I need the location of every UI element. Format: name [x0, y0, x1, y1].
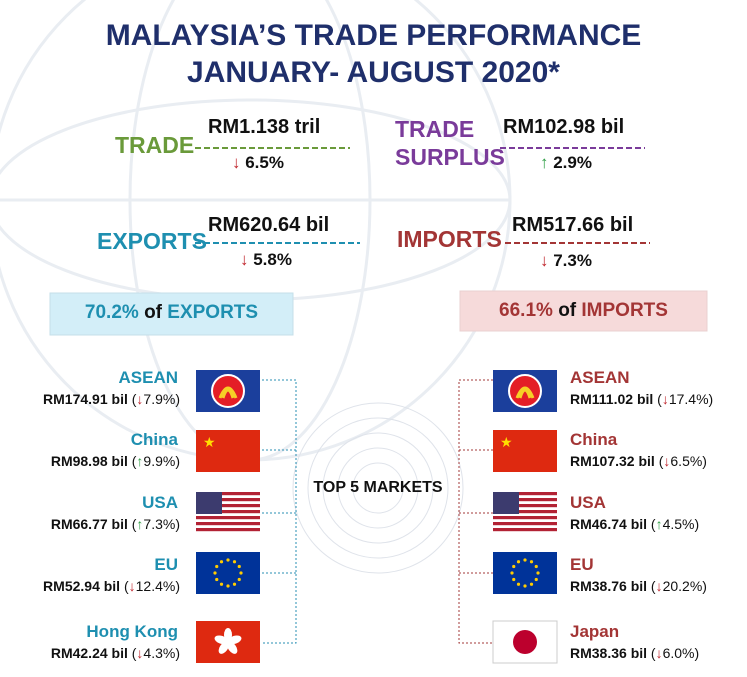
market-name: China	[570, 430, 618, 449]
market-name: ASEAN	[118, 368, 178, 387]
market-value: RM38.36 bil (↓6.0%)	[570, 645, 699, 661]
market-name: Hong Kong	[86, 622, 178, 641]
share-of: of	[558, 300, 577, 321]
market-amount: RM174.91 bil	[43, 391, 128, 407]
market-name: EU	[154, 555, 178, 574]
svg-text:★: ★	[203, 434, 216, 450]
summary-change: ↑ 2.9%	[540, 153, 592, 172]
market-amount: RM38.76 bil	[570, 578, 648, 594]
market-value: RM46.74 bil (↑4.5%)	[570, 516, 699, 532]
share-label: EXPORTS	[167, 302, 259, 323]
market-value: RM42.24 bil (↓4.3%)	[51, 645, 180, 661]
market-amount: RM107.32 bil	[570, 453, 655, 469]
share-box: 66.1% of IMPORTS	[460, 300, 707, 322]
svg-text:★: ★	[500, 434, 513, 450]
title: JANUARY- AUGUST 2020*	[187, 56, 560, 89]
summary-label: IMPORTS	[397, 226, 502, 252]
summary-value: RM102.98 bil	[503, 116, 625, 138]
market-value: RM107.32 bil (↓6.5%)	[570, 453, 707, 469]
market-name: USA	[570, 493, 606, 512]
market-change: (↓6.0%)	[650, 645, 700, 661]
summary-value: RM1.138 tril	[208, 116, 321, 138]
summary-change: ↓ 6.5%	[232, 153, 284, 172]
flag	[196, 370, 260, 412]
flag: ★	[196, 430, 260, 472]
flag: ★	[493, 430, 557, 472]
market-value: RM66.77 bil (↑7.3%)	[51, 516, 180, 532]
market-value: RM111.02 bil (↓17.4%)	[570, 391, 713, 407]
market-amount: RM111.02 bil	[570, 391, 654, 407]
summary-label: TRADE	[395, 116, 475, 142]
market-value: RM38.76 bil (↓20.2%)	[570, 578, 707, 594]
flag	[492, 620, 558, 664]
market-change: (↑9.9%)	[131, 453, 180, 469]
market-change: (↓12.4%)	[123, 578, 180, 594]
title: MALAYSIA’S TRADE PERFORMANCE	[105, 19, 642, 52]
market-name: USA	[142, 493, 178, 512]
market-value: RM52.94 bil (↓12.4%)	[43, 578, 180, 594]
share-box: 70.2% of EXPORTS	[50, 302, 293, 324]
flag	[196, 552, 260, 594]
market-name: China	[130, 430, 178, 449]
market-value: RM98.98 bil (↑9.9%)	[51, 453, 180, 469]
share-of: of	[144, 302, 162, 323]
flag	[196, 621, 260, 663]
center-label: TOP 5 MARKETS	[313, 479, 443, 496]
market-name: ASEAN	[570, 368, 630, 387]
market-change: (↑4.5%)	[650, 516, 700, 532]
market-amount: RM46.74 bil	[570, 516, 648, 532]
flag	[493, 370, 557, 412]
market-change: (↑7.3%)	[131, 516, 180, 532]
flag	[196, 492, 260, 534]
market-value: RM174.91 bil (↓7.9%)	[43, 391, 180, 407]
market-amount: RM42.24 bil	[50, 645, 128, 661]
market-change: (↓4.3%)	[131, 645, 180, 661]
share-share: 66.1%	[499, 300, 553, 321]
market-amount: RM38.36 bil	[570, 645, 648, 661]
summary-label: SURPLUS	[395, 144, 505, 170]
flag	[493, 552, 557, 594]
market-change: (↓17.4%)	[657, 391, 714, 407]
summary-label: TRADE	[115, 132, 195, 158]
market-amount: RM66.77 bil	[50, 516, 128, 532]
market-name: EU	[570, 555, 594, 574]
summary-change: ↓ 7.3%	[540, 251, 592, 270]
market-change: (↓20.2%)	[650, 578, 707, 594]
summary-change: ↓ 5.8%	[240, 250, 292, 269]
flag	[493, 492, 557, 534]
market-change: (↓7.9%)	[131, 391, 180, 407]
share-share: 70.2%	[84, 302, 139, 323]
share-label: IMPORTS	[581, 300, 668, 321]
summary-value: RM517.66 bil	[512, 214, 634, 236]
market-change: (↓6.5%)	[658, 453, 707, 469]
market-amount: RM98.98 bil	[50, 453, 128, 469]
market-amount: RM52.94 bil	[43, 578, 121, 594]
summary-value: RM620.64 bil	[208, 214, 330, 236]
market-name: Japan	[570, 622, 620, 641]
summary-label: EXPORTS	[97, 228, 207, 254]
